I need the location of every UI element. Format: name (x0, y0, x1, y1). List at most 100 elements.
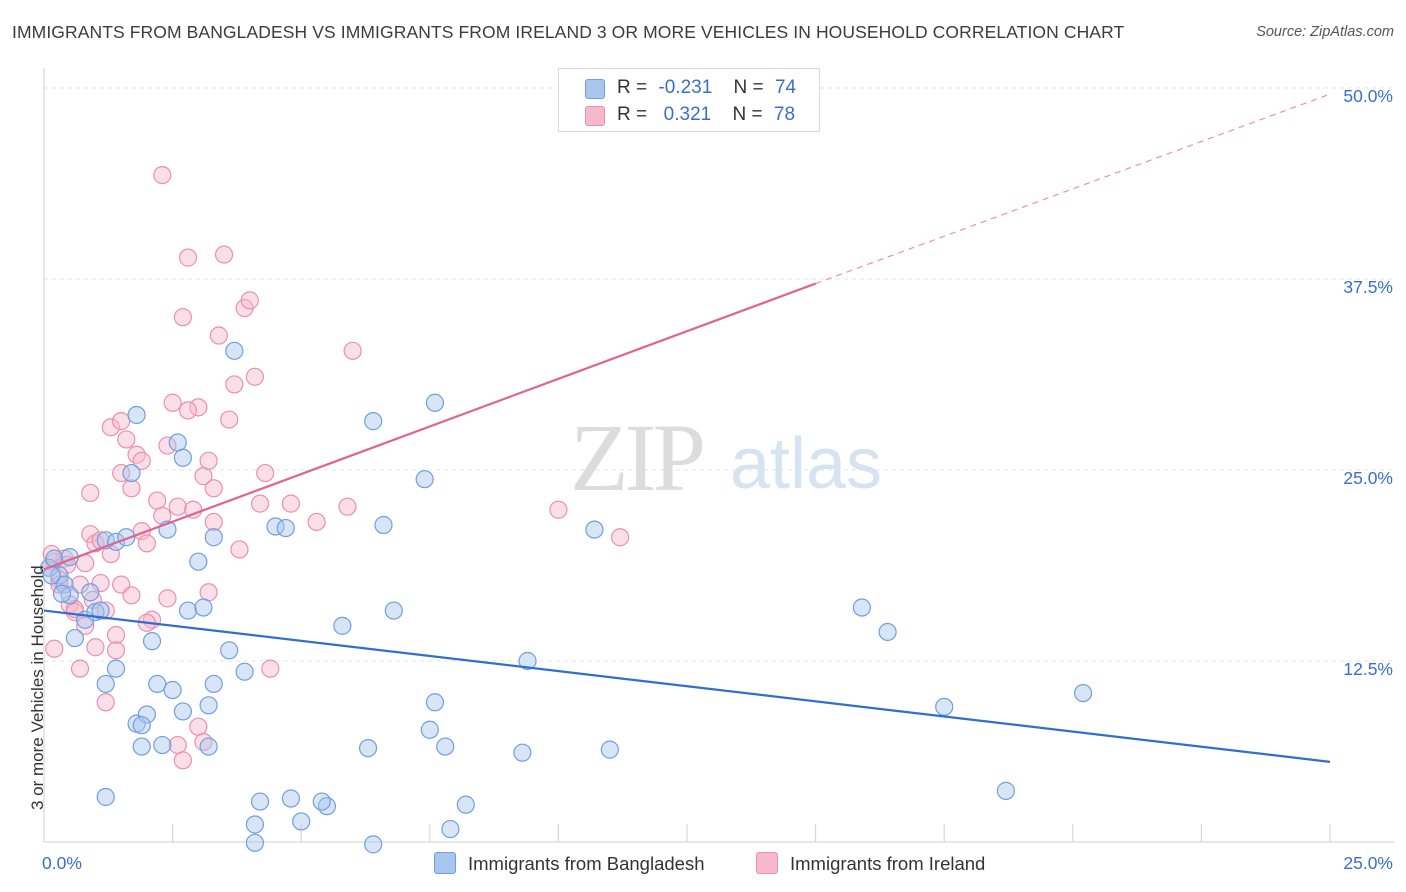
bangladesh-point (91, 601, 110, 620)
ireland-point (549, 500, 568, 519)
ireland-point (225, 375, 244, 394)
ireland-point (168, 735, 187, 755)
bangladesh-point (81, 583, 100, 602)
bangladesh-point (142, 632, 162, 651)
ireland-point (106, 625, 126, 645)
ireland-point (204, 512, 223, 532)
bottom-legend-swatch-pink (756, 852, 778, 874)
bangladesh-point (199, 696, 218, 715)
ireland-point (106, 641, 126, 660)
ireland-point (173, 751, 192, 770)
x-tick-label: 25.0% (1343, 853, 1393, 873)
bangladesh-point (225, 341, 244, 360)
ireland-trend-line (43, 282, 816, 571)
ireland-point (250, 494, 270, 513)
bangladesh-point (585, 520, 604, 539)
watermark: ZIP atlas (570, 404, 882, 511)
ireland-point (178, 248, 198, 267)
ireland-point (86, 638, 105, 657)
bangladesh-point (364, 412, 383, 431)
ireland-point (184, 500, 203, 519)
ireland-point (338, 497, 357, 516)
ireland-point (209, 326, 228, 345)
y-tick-label: 12.5% (1343, 659, 1393, 679)
bangladesh-point (106, 659, 126, 678)
axes (43, 68, 1394, 843)
tick-labels: 12.5% 25.0% 37.5% 50.0% 0.0% 25.0% (42, 86, 1393, 873)
y-tick-label: 25.0% (1343, 468, 1393, 488)
bangladesh-point (358, 738, 378, 758)
ireland-point (158, 436, 177, 455)
ireland-point (153, 165, 172, 185)
bangladesh-point (163, 680, 182, 700)
bangladesh-point (96, 674, 115, 694)
ireland-point (81, 483, 100, 503)
bangladesh-point (518, 651, 537, 671)
ireland-point (112, 412, 131, 431)
ireland-point (230, 540, 249, 559)
bangladesh-point (173, 702, 192, 721)
bangladesh-point (153, 735, 172, 755)
bangladesh-point (292, 812, 311, 831)
ireland-point (204, 479, 223, 498)
ireland-point (256, 463, 275, 483)
ireland-trend-extension (815, 93, 1331, 285)
ireland-point (189, 717, 208, 736)
bangladesh-point (178, 601, 198, 620)
x-tick-label: 0.0% (42, 853, 82, 873)
bangladesh-point (65, 628, 84, 648)
ireland-point (122, 479, 141, 498)
bangladesh-point (235, 662, 254, 681)
ireland-point (122, 586, 141, 605)
watermark-atlas: atlas (730, 424, 882, 504)
watermark-zip: ZIP (570, 404, 703, 511)
bangladesh-point (132, 716, 151, 735)
ireland-point (281, 494, 301, 513)
bangladesh-point (996, 781, 1016, 800)
source-label: Source: ZipAtlas.com (1256, 24, 1394, 40)
ireland-point (96, 693, 115, 712)
ireland-point (611, 528, 630, 547)
bangladesh-point (384, 601, 403, 620)
legend-n-label: N = (732, 104, 763, 125)
bangladesh-point (374, 515, 393, 535)
y-axis-label: 3 or more Vehicles in Household (28, 565, 47, 810)
bangladesh-point (204, 674, 223, 694)
ireland-point (261, 659, 280, 678)
bangladesh-point (189, 552, 208, 571)
ireland-point (117, 430, 136, 449)
bottom-legend-label: Immigrants from Ireland (790, 853, 986, 874)
bangladesh-point (420, 720, 439, 739)
ireland-point (163, 393, 182, 412)
bangladesh-point (199, 737, 218, 756)
ireland-point (220, 410, 239, 429)
ireland-point (168, 497, 187, 516)
bangladesh-point (456, 795, 475, 814)
ireland-point (101, 418, 120, 437)
trend-lines (43, 93, 1331, 763)
bangladesh-point (935, 697, 954, 716)
bangladesh-point (281, 789, 301, 808)
ireland-point (137, 534, 156, 553)
bangladesh-point (441, 819, 460, 839)
bangladesh-point (852, 598, 871, 617)
bangladesh-point (245, 833, 265, 852)
legend-n-value: 74 (774, 77, 797, 98)
bangladesh-point (148, 674, 167, 694)
ireland-point (245, 367, 265, 386)
ireland-point (214, 245, 234, 264)
ireland-point (76, 616, 95, 635)
legend-r-value: 0.321 (658, 104, 712, 125)
bangladesh-point (220, 641, 239, 660)
bangladesh-points (40, 341, 1093, 854)
bangladesh-point (122, 463, 141, 483)
ireland-point (343, 341, 362, 360)
bangladesh-point (132, 737, 151, 756)
bangladesh-point (364, 835, 383, 854)
ireland-point (173, 308, 192, 327)
bangladesh-point (52, 584, 72, 603)
bangladesh-point (60, 586, 79, 605)
y-tick-label: 37.5% (1343, 277, 1393, 297)
ireland-point (132, 451, 151, 470)
